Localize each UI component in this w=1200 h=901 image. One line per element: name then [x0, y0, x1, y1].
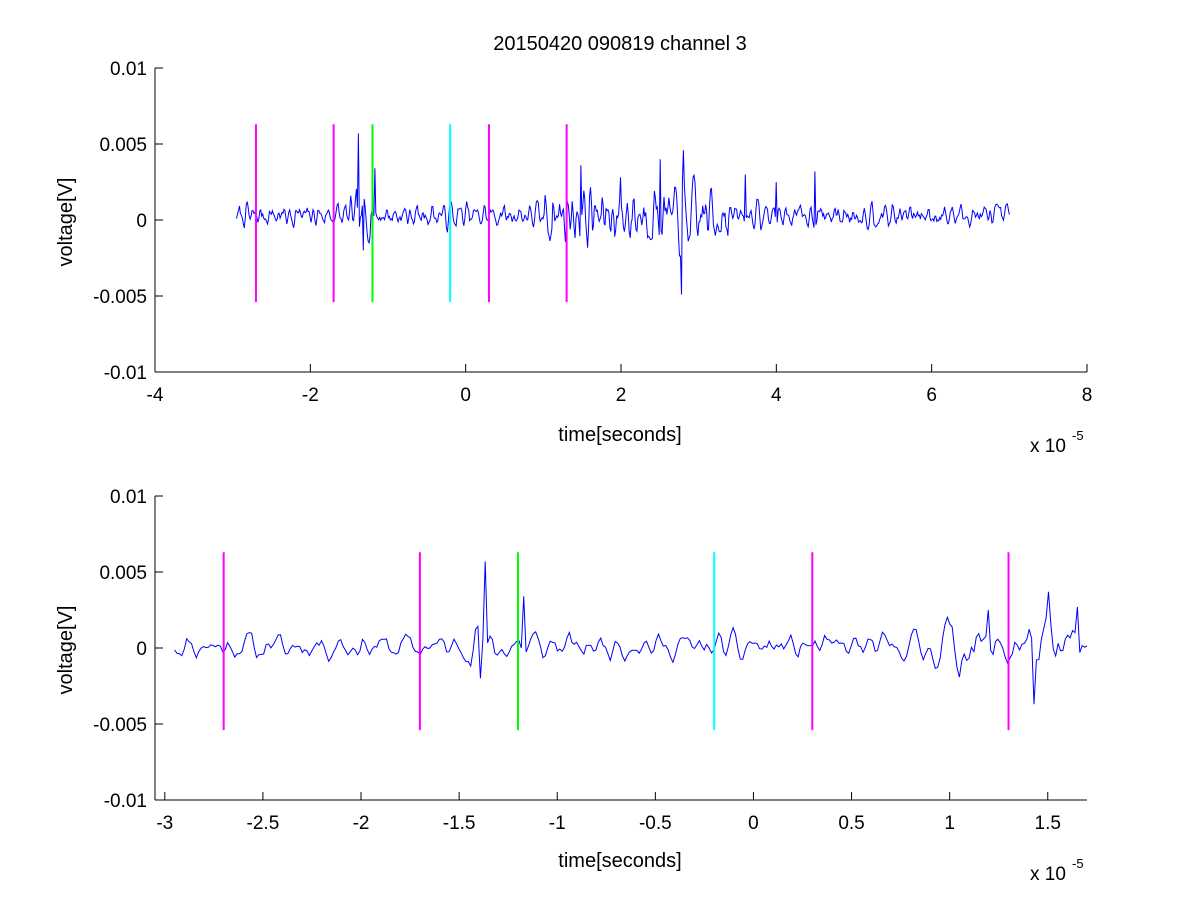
- top-y-tick-label: -0.005: [93, 287, 147, 308]
- bottom-x-exponent-base: x 10: [1030, 864, 1066, 885]
- bottom-x-tick-label: 0.5: [838, 813, 864, 834]
- top-x-tick-label: 4: [771, 385, 782, 406]
- top-y-tick-label: -0.01: [104, 363, 147, 384]
- bottom-x-tick-label: 1: [944, 813, 955, 834]
- top-signal-line: [236, 133, 1010, 295]
- top-x-tick-label: 2: [616, 385, 627, 406]
- top-x-tick-label: 8: [1082, 385, 1093, 406]
- bottom-x-tick-label: -3: [156, 813, 173, 834]
- bottom-y-axis-label: voltage[V]: [55, 606, 77, 695]
- bottom-x-tick-label: -2: [353, 813, 370, 834]
- bottom-y-tick-label: 0: [136, 639, 147, 660]
- top-x-exponent-base: x 10: [1030, 436, 1066, 457]
- top-y-tick-label: 0: [136, 211, 147, 232]
- top-y-tick-label: 0.005: [99, 135, 147, 156]
- top-x-tick-label: -4: [147, 385, 164, 406]
- bottom-x-tick-label: 0: [748, 813, 759, 834]
- bottom-y-tick-label: 0.01: [110, 487, 147, 508]
- top-x-tick-label: -2: [302, 385, 319, 406]
- top-x-exponent-power: -5: [1072, 428, 1084, 443]
- bottom-x-axis-label: time[seconds]: [558, 850, 681, 872]
- top-y-tick-label: 0.01: [110, 59, 147, 80]
- top-x-tick-label: 0: [460, 385, 471, 406]
- bottom-x-tick-label: -0.5: [639, 813, 672, 834]
- top-x-tick-label: 6: [926, 385, 937, 406]
- bottom-x-tick-label: -1: [549, 813, 566, 834]
- bottom-plot: -0.01 -0.005 0 0.005 0.01 -3 -2.5 -2 -1.5 -1 -0.5 0…: [55, 487, 1088, 885]
- top-y-axis-label: voltage[V]: [55, 178, 77, 267]
- bottom-x-tick-label: 1.5: [1035, 813, 1061, 834]
- top-plot: 20150420 090819 channel 3 -0.01 -0.005 0 0.…: [55, 33, 1092, 457]
- bottom-plot-area: -0.01 -0.005 0 0.005 0.01 -3 -2.5 -2 -1.5 -1 -0.5 0…: [93, 487, 1088, 834]
- top-plot-area: -0.01 -0.005 0 0.005 0.01 -4 -2 0 2 4 6 8: [93, 59, 1092, 406]
- chart-title: 20150420 090819 channel 3: [493, 33, 747, 55]
- bottom-y-tick-label: -0.01: [104, 791, 147, 812]
- bottom-y-tick-label: -0.005: [93, 715, 147, 736]
- bottom-x-tick-label: -2.5: [247, 813, 280, 834]
- bottom-x-tick-label: -1.5: [443, 813, 476, 834]
- bottom-signal-line: [174, 561, 1088, 705]
- top-x-axis-label: time[seconds]: [558, 424, 681, 446]
- bottom-y-tick-label: 0.005: [99, 563, 147, 584]
- bottom-x-exponent-power: -5: [1072, 856, 1084, 871]
